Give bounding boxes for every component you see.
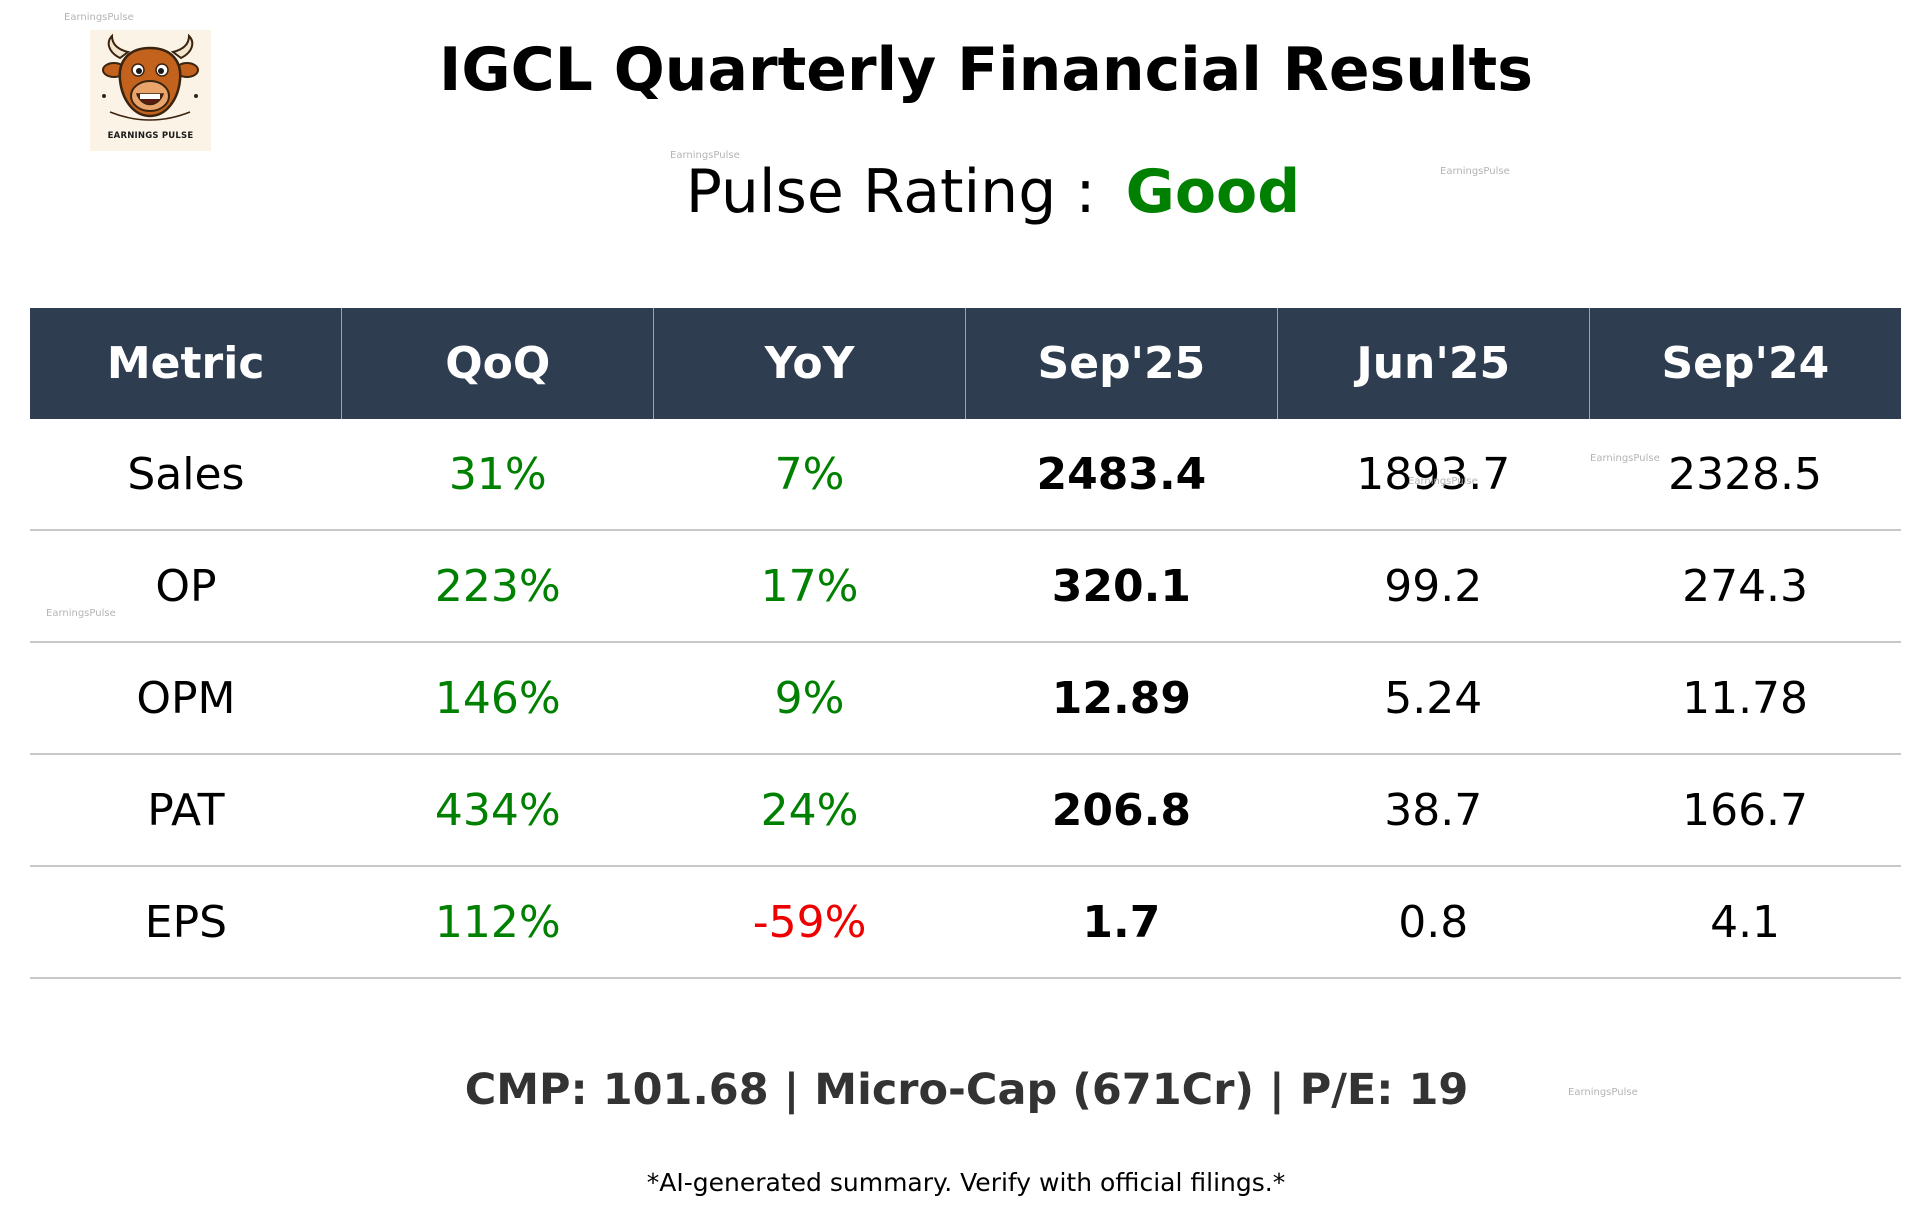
logo-text: EARNINGS PULSE	[107, 131, 194, 141]
sep25-cell: 1.7	[965, 866, 1278, 979]
column-header-sep25: Sep'25	[964, 308, 1278, 419]
metric-cell: OPM	[30, 642, 342, 755]
jun25-cell: 38.7	[1277, 754, 1590, 867]
earnings-pulse-logo: EARNINGS PULSE	[90, 30, 211, 151]
column-header-jun25: Jun'25	[1276, 308, 1590, 419]
qoq-cell: 146%	[341, 642, 654, 755]
jun25-cell: 99.2	[1277, 530, 1590, 643]
table-row: OP 223% 17% 320.1 99.2 274.3	[30, 530, 1901, 643]
column-header-metric: Metric	[30, 308, 342, 419]
watermark: EarningsPulse	[1568, 1087, 1638, 1098]
watermark: EarningsPulse	[670, 150, 740, 161]
sep25-cell: 206.8	[965, 754, 1278, 867]
page-title: IGCL Quarterly Financial Results	[439, 35, 1533, 105]
qoq-cell: 223%	[341, 530, 654, 643]
sep24-cell: 2328.5	[1589, 419, 1901, 531]
watermark: EarningsPulse	[64, 12, 134, 23]
market-summary: CMP: 101.68 | Micro-Cap (671Cr) | P/E: 1…	[464, 1065, 1469, 1115]
table-row: OPM 146% 9% 12.89 5.24 11.78	[30, 642, 1901, 755]
yoy-cell: 9%	[653, 642, 966, 755]
yoy-cell: 17%	[653, 530, 966, 643]
sep24-cell: 4.1	[1589, 866, 1901, 979]
yoy-cell: 7%	[653, 419, 966, 531]
qoq-cell: 31%	[341, 419, 654, 531]
disclaimer: *AI-generated summary. Verify with offic…	[646, 1168, 1286, 1197]
rating-label: Pulse Rating :	[685, 157, 1096, 227]
qoq-cell: 434%	[341, 754, 654, 867]
pulse-rating: Pulse Rating : Good	[0, 156, 1919, 228]
results-table: Metric QoQ YoY Sep'25 Jun'25 Sep'24 Sale…	[30, 308, 1901, 979]
column-header-sep24: Sep'24	[1588, 308, 1901, 419]
table-header-row: Metric QoQ YoY Sep'25 Jun'25 Sep'24	[30, 308, 1901, 419]
metric-cell: Sales	[30, 419, 342, 531]
yoy-cell: 24%	[653, 754, 966, 867]
watermark: EarningsPulse	[1590, 453, 1660, 464]
sep24-cell: 166.7	[1589, 754, 1901, 867]
metric-cell: PAT	[30, 754, 342, 867]
jun25-cell: 1893.7	[1277, 419, 1590, 531]
sep24-cell: 274.3	[1589, 530, 1901, 643]
sep25-cell: 320.1	[965, 530, 1278, 643]
column-header-qoq: QoQ	[341, 308, 654, 419]
jun25-cell: 0.8	[1277, 866, 1590, 979]
column-header-yoy: YoY	[653, 308, 966, 419]
sep24-cell: 11.78	[1589, 642, 1901, 755]
watermark: EarningsPulse	[1408, 476, 1478, 487]
yoy-cell: -59%	[653, 866, 966, 979]
table-row: PAT 434% 24% 206.8 38.7 166.7	[30, 754, 1901, 867]
table-row: Sales 31% 7% 2483.4 1893.7 2328.5	[30, 419, 1901, 531]
metric-cell: OP	[30, 530, 342, 643]
sep25-cell: 12.89	[965, 642, 1278, 755]
metric-cell: EPS	[30, 866, 342, 979]
watermark: EarningsPulse	[1440, 166, 1510, 177]
qoq-cell: 112%	[341, 866, 654, 979]
sep25-cell: 2483.4	[965, 419, 1278, 531]
bull-mascot-icon	[102, 33, 199, 121]
watermark: EarningsPulse	[46, 608, 116, 619]
jun25-cell: 5.24	[1277, 642, 1590, 755]
table-row: EPS 112% -59% 1.7 0.8 4.1	[30, 866, 1901, 979]
rating-value: Good	[1125, 157, 1301, 227]
